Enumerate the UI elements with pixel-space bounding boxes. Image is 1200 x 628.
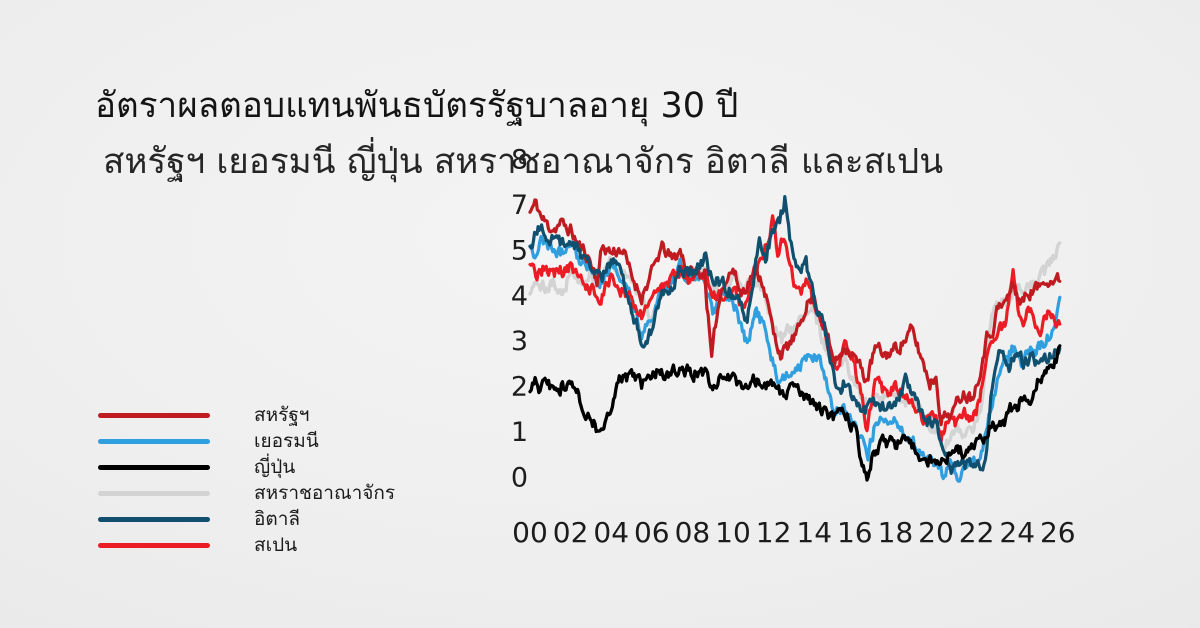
x-tick-label: 14 xyxy=(796,516,832,549)
legend-item-us: สหรัฐฯ xyxy=(98,402,395,428)
y-tick-label: 8 xyxy=(511,145,528,176)
legend-label-uk: สหราชอาณาจักร xyxy=(254,482,396,504)
legend-swatch-italy xyxy=(98,516,210,522)
y-tick-label: 1 xyxy=(511,417,528,448)
legend-item-uk: สหราชอาณาจักร xyxy=(98,480,395,506)
legend-item-spain: สเปน xyxy=(98,532,395,558)
legend-label-germany: เยอรมนี xyxy=(254,430,319,452)
x-tick-label: 20 xyxy=(918,516,954,549)
legend: สหรัฐฯเยอรมนีญี่ปุ่นสหราชอาณาจักรอิตาลีส… xyxy=(98,402,395,558)
legend-swatch-spain xyxy=(98,542,210,548)
y-tick-label: 2 xyxy=(511,372,528,403)
legend-swatch-japan xyxy=(98,464,210,470)
x-tick-label: 24 xyxy=(999,516,1035,549)
legend-label-spain: สเปน xyxy=(254,534,298,556)
chart-title: อัตราผลตอบแทนพันธบัตรรัฐบาลอายุ 30 ปี xyxy=(95,86,739,126)
x-tick-label: 02 xyxy=(553,516,589,549)
x-tick-label: 00 xyxy=(512,516,548,549)
x-tick-label: 26 xyxy=(1040,516,1076,549)
series-line-germany xyxy=(528,234,1062,483)
y-tick-label: 3 xyxy=(511,326,528,357)
chart-subtitle: สหรัฐฯ เยอรมนี ญี่ปุ่น สหราชอาณาจักร อิต… xyxy=(103,142,944,182)
x-tick-label: 04 xyxy=(593,516,629,549)
x-tick-label: 08 xyxy=(675,516,711,549)
x-tick-label: 06 xyxy=(634,516,670,549)
y-tick-label: 7 xyxy=(511,190,528,221)
series-line-us xyxy=(528,198,1062,427)
series-line-spain xyxy=(528,214,1062,444)
x-tick-label: 18 xyxy=(878,516,914,549)
series-line-japan xyxy=(528,344,1062,482)
legend-label-us: สหรัฐฯ xyxy=(254,404,310,426)
legend-item-italy: อิตาลี xyxy=(98,506,395,532)
y-tick-label: 4 xyxy=(511,281,528,312)
legend-item-germany: เยอรมนี xyxy=(98,428,395,454)
x-tick-label: 22 xyxy=(959,516,995,549)
title-block: อัตราผลตอบแทนพันธบัตรรัฐบาลอายุ 30 ปี สห… xyxy=(95,78,943,190)
y-tick-label: 5 xyxy=(511,235,528,266)
legend-item-japan: ญี่ปุ่น xyxy=(98,454,395,480)
legend-swatch-germany xyxy=(98,438,210,444)
legend-swatch-uk xyxy=(98,490,210,496)
series-line-italy xyxy=(528,195,1062,475)
legend-swatch-us xyxy=(98,412,210,418)
x-tick-label: 12 xyxy=(756,516,792,549)
legend-label-italy: อิตาลี xyxy=(254,508,301,530)
y-tick-label: 0 xyxy=(511,463,528,494)
legend-label-japan: ญี่ปุ่น xyxy=(254,456,296,478)
x-tick-label: 16 xyxy=(837,516,873,549)
x-tick-label: 10 xyxy=(715,516,751,549)
